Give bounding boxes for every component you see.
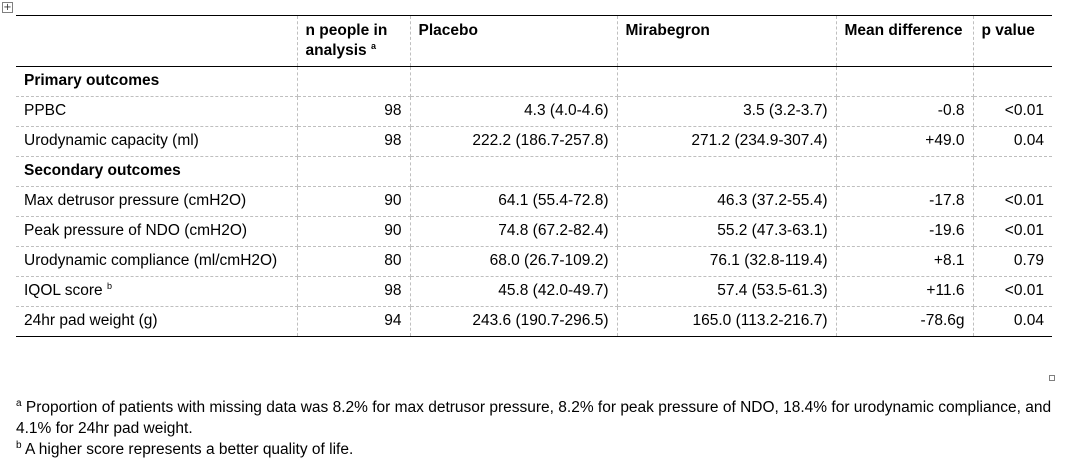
row-placebo: 4.3 (4.0-4.6) <box>409 96 618 127</box>
row-mean-difference: +8.1 <box>835 246 974 277</box>
row-n: 98 <box>296 96 411 127</box>
row-mean-difference: -19.6 <box>835 216 974 247</box>
row-label: Peak pressure of NDO (cmH2O) <box>16 216 298 247</box>
row-p-value: 0.04 <box>972 306 1052 337</box>
row-placebo: 64.1 (55.4-72.8) <box>409 186 618 217</box>
row-label: IQOL score b <box>16 276 298 307</box>
header-p-value: p value <box>972 15 1052 67</box>
table-row: IQOL score b 98 45.8 (42.0-49.7) 57.4 (5… <box>16 276 1052 307</box>
header-mean-difference: Mean difference <box>835 15 974 67</box>
row-n: 90 <box>296 216 411 247</box>
table-row: Urodynamic compliance (ml/cmH2O) 80 68.0… <box>16 246 1052 277</box>
row-p-value: 0.79 <box>972 246 1052 277</box>
row-mean-difference: +49.0 <box>835 126 974 157</box>
row-placebo: 222.2 (186.7-257.8) <box>409 126 618 157</box>
row-label: 24hr pad weight (g) <box>16 306 298 337</box>
table-row: Urodynamic capacity (ml) 98 222.2 (186.7… <box>16 126 1052 157</box>
results-table: n people in analysis a Placebo Mirabegro… <box>16 15 1052 337</box>
row-mean-difference: -0.8 <box>835 96 974 127</box>
table-row: PPBC 98 4.3 (4.0-4.6) 3.5 (3.2-3.7) -0.8… <box>16 96 1052 127</box>
row-n: 80 <box>296 246 411 277</box>
row-placebo: 68.0 (26.7-109.2) <box>409 246 618 277</box>
table-row: 24hr pad weight (g) 94 243.6 (190.7-296.… <box>16 306 1052 337</box>
row-p-value: <0.01 <box>972 96 1052 127</box>
header-mirabegron: Mirabegron <box>616 15 837 67</box>
section-label: Secondary outcomes <box>16 156 298 187</box>
row-mirabegron: 55.2 (47.3-63.1) <box>616 216 837 247</box>
table-row: Max detrusor pressure (cmH2O) 90 64.1 (5… <box>16 186 1052 217</box>
row-mirabegron: 76.1 (32.8-119.4) <box>616 246 837 277</box>
row-n: 98 <box>296 276 411 307</box>
section-row-secondary: Secondary outcomes <box>16 156 1052 187</box>
row-mean-difference: -17.8 <box>835 186 974 217</box>
row-label: PPBC <box>16 96 298 127</box>
row-p-value: <0.01 <box>972 216 1052 247</box>
row-placebo: 74.8 (67.2-82.4) <box>409 216 618 247</box>
header-outcome <box>16 15 298 67</box>
row-mean-difference: +11.6 <box>835 276 974 307</box>
row-placebo: 243.6 (190.7-296.5) <box>409 306 618 337</box>
section-row-primary: Primary outcomes <box>16 66 1052 97</box>
table-resize-handle[interactable] <box>1049 375 1055 381</box>
header-placebo: Placebo <box>409 15 618 67</box>
row-mirabegron: 3.5 (3.2-3.7) <box>616 96 837 127</box>
row-n: 90 <box>296 186 411 217</box>
row-p-value: <0.01 <box>972 276 1052 307</box>
footnotes: a Proportion of patients with missing da… <box>16 397 1066 460</box>
row-label: Urodynamic capacity (ml) <box>16 126 298 157</box>
row-mirabegron: 57.4 (53.5-61.3) <box>616 276 837 307</box>
move-handle-icon[interactable]: + <box>2 2 13 13</box>
row-n: 94 <box>296 306 411 337</box>
header-n-people: n people in analysis a <box>296 15 411 67</box>
row-p-value: <0.01 <box>972 186 1052 217</box>
row-mirabegron: 271.2 (234.9-307.4) <box>616 126 837 157</box>
footnote-a: a Proportion of patients with missing da… <box>16 397 1052 437</box>
row-mirabegron: 165.0 (113.2-216.7) <box>616 306 837 337</box>
table-row: Peak pressure of NDO (cmH2O) 90 74.8 (67… <box>16 216 1052 247</box>
row-label: Max detrusor pressure (cmH2O) <box>16 186 298 217</box>
section-label: Primary outcomes <box>16 66 298 97</box>
footnote-b: b A higher score represents a better qua… <box>16 439 354 458</box>
row-placebo: 45.8 (42.0-49.7) <box>409 276 618 307</box>
row-mirabegron: 46.3 (37.2-55.4) <box>616 186 837 217</box>
row-label: Urodynamic compliance (ml/cmH2O) <box>16 246 298 277</box>
table-header-row: n people in analysis a Placebo Mirabegro… <box>16 15 1052 67</box>
row-n: 98 <box>296 126 411 157</box>
row-mean-difference: -78.6g <box>835 306 974 337</box>
row-p-value: 0.04 <box>972 126 1052 157</box>
